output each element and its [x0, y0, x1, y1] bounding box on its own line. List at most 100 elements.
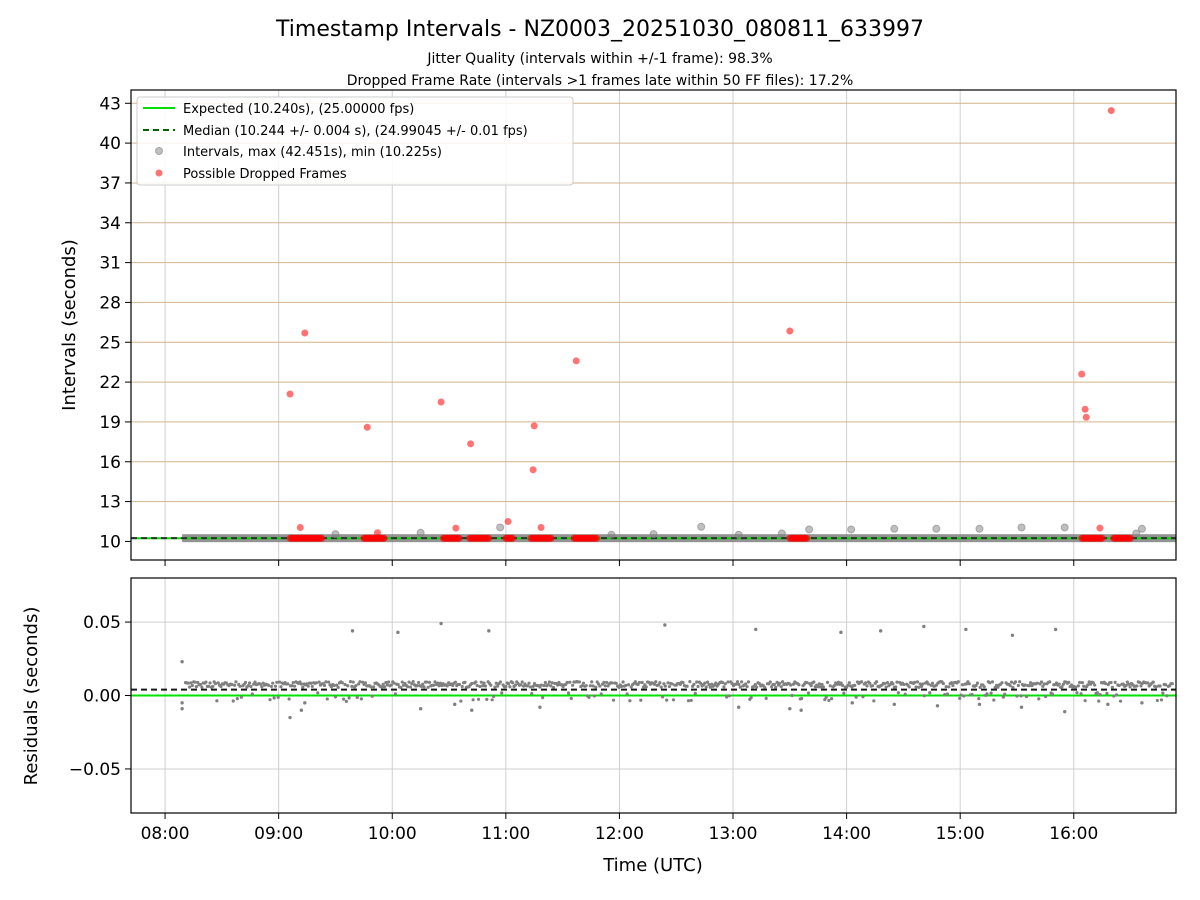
residual-point	[614, 681, 618, 685]
residual-point	[519, 683, 523, 687]
residual-point	[704, 685, 708, 689]
residual-point	[928, 691, 932, 695]
dropped-cluster-3-point	[485, 534, 493, 542]
residual-point	[1078, 680, 1082, 685]
residual-point	[666, 681, 670, 685]
residual-point	[839, 681, 843, 685]
dropped-cluster-8-point	[1098, 534, 1106, 542]
residual-point	[990, 680, 995, 684]
residual-point	[951, 683, 955, 688]
residual-point	[977, 696, 981, 701]
residual-point	[671, 698, 676, 702]
interval-point-13	[1017, 523, 1026, 532]
residual-point	[494, 681, 498, 685]
residual-point	[827, 698, 831, 703]
residual-point	[872, 699, 876, 703]
residual-point	[587, 695, 591, 700]
residual-point	[324, 680, 328, 684]
residual-point	[310, 684, 314, 689]
residual-point	[610, 681, 614, 685]
residual-point	[1109, 680, 1113, 685]
xtick-label-13:00: 13:00	[709, 824, 758, 844]
residual-point	[351, 680, 355, 684]
legend-intervals-label: Intervals, max (42.451s), min (10.225s)	[183, 145, 442, 160]
xtick-label-10:00: 10:00	[368, 824, 417, 844]
residual-point	[603, 684, 607, 688]
interval-point-9	[847, 525, 856, 534]
residual-point	[1001, 695, 1005, 699]
residual-point	[250, 692, 254, 696]
time-x-ticks: 08:00 09:00 10:00 11:00 12:00 13:00 14:00 15:00…	[141, 813, 1098, 844]
residual-point	[348, 680, 353, 684]
residual-point	[370, 694, 374, 698]
residual-point	[688, 680, 692, 684]
residual-point	[498, 680, 502, 684]
residual-point	[707, 683, 711, 687]
residual-point	[541, 696, 545, 700]
residual-point	[620, 684, 624, 688]
residual-point	[306, 684, 310, 688]
residual-point	[513, 683, 517, 687]
residual-outlier-27	[1010, 633, 1015, 637]
residual-point	[962, 694, 966, 698]
intervals-ytick-label-31: 31	[99, 254, 121, 274]
dropped-frame-point-11	[537, 523, 545, 531]
residual-outlier-26	[977, 702, 982, 707]
x-axis-label: Time (UTC)	[602, 855, 703, 876]
intervals-ytick-label-22: 22	[99, 373, 121, 393]
residual-point	[581, 681, 586, 685]
xtick-label-15:00: 15:00	[936, 824, 985, 844]
intervals-y-axis-label: Intervals (seconds)	[59, 239, 80, 411]
residual-outlier-24	[935, 704, 940, 708]
residual-point	[913, 680, 917, 684]
intervals-ytick-label-13: 13	[99, 493, 121, 513]
residual-point	[967, 682, 971, 686]
residual-point	[686, 699, 691, 703]
residual-point	[828, 684, 832, 688]
residual-point	[471, 698, 475, 702]
residual-point	[789, 683, 793, 687]
residual-point	[988, 681, 992, 685]
intervals-ytick-label-19: 19	[99, 413, 121, 433]
residual-point	[1048, 680, 1052, 684]
residual-point	[1127, 682, 1131, 686]
residual-point	[725, 695, 729, 699]
residual-point	[363, 681, 368, 685]
residual-point	[208, 681, 212, 685]
residual-point	[246, 684, 250, 688]
residual-point	[753, 682, 757, 687]
residual-point	[382, 685, 387, 689]
residuals-ytick-label-0: −0.05	[69, 760, 121, 780]
residual-point	[530, 691, 534, 696]
dropped-frame-point-14	[1078, 370, 1086, 378]
residual-point	[658, 681, 662, 685]
residual-point	[580, 684, 584, 688]
interval-point-16	[1132, 529, 1141, 538]
residual-point	[861, 695, 865, 699]
residual-point	[903, 692, 907, 696]
residual-point	[746, 680, 751, 684]
residual-point	[1003, 692, 1007, 696]
residual-point	[738, 685, 742, 689]
residual-point	[549, 684, 553, 688]
residual-point	[720, 681, 725, 685]
residual-point	[1080, 681, 1085, 685]
residual-outlier-3	[288, 715, 292, 720]
residual-point	[481, 684, 485, 688]
residual-point	[1037, 697, 1041, 701]
residual-point	[539, 683, 543, 687]
residual-point	[347, 696, 351, 700]
residual-point	[186, 681, 190, 685]
residual-point	[734, 682, 738, 686]
residual-point	[830, 697, 834, 701]
dropped-frame-point-15	[1081, 405, 1089, 413]
residual-point	[842, 691, 846, 695]
residual-point	[1114, 693, 1119, 697]
residual-point	[594, 685, 598, 689]
residual-outlier-5	[303, 701, 307, 705]
residuals-y-ticks: −0.05 0.00 0.05	[69, 613, 131, 780]
residual-point	[584, 684, 588, 688]
residual-point	[1086, 683, 1090, 687]
residual-point	[474, 680, 478, 684]
residual-point	[695, 680, 699, 684]
